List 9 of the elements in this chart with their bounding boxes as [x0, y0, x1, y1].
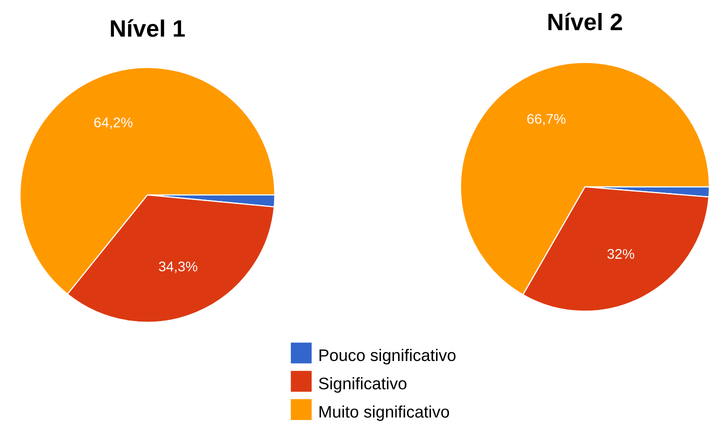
- legend-label: Pouco significativo: [320, 348, 456, 364]
- legend-label: Muito significativo: [320, 405, 450, 421]
- data-label: 66,7%: [527, 114, 566, 126]
- chart-title: Nível 2: [548, 12, 622, 30]
- data-label: 34,3%: [158, 262, 198, 274]
- data-label: 64,2%: [94, 118, 133, 130]
- chart-title: Nível 1: [110, 19, 185, 37]
- data-label: 32%: [607, 249, 634, 259]
- legend-label: Significativo: [318, 377, 406, 393]
